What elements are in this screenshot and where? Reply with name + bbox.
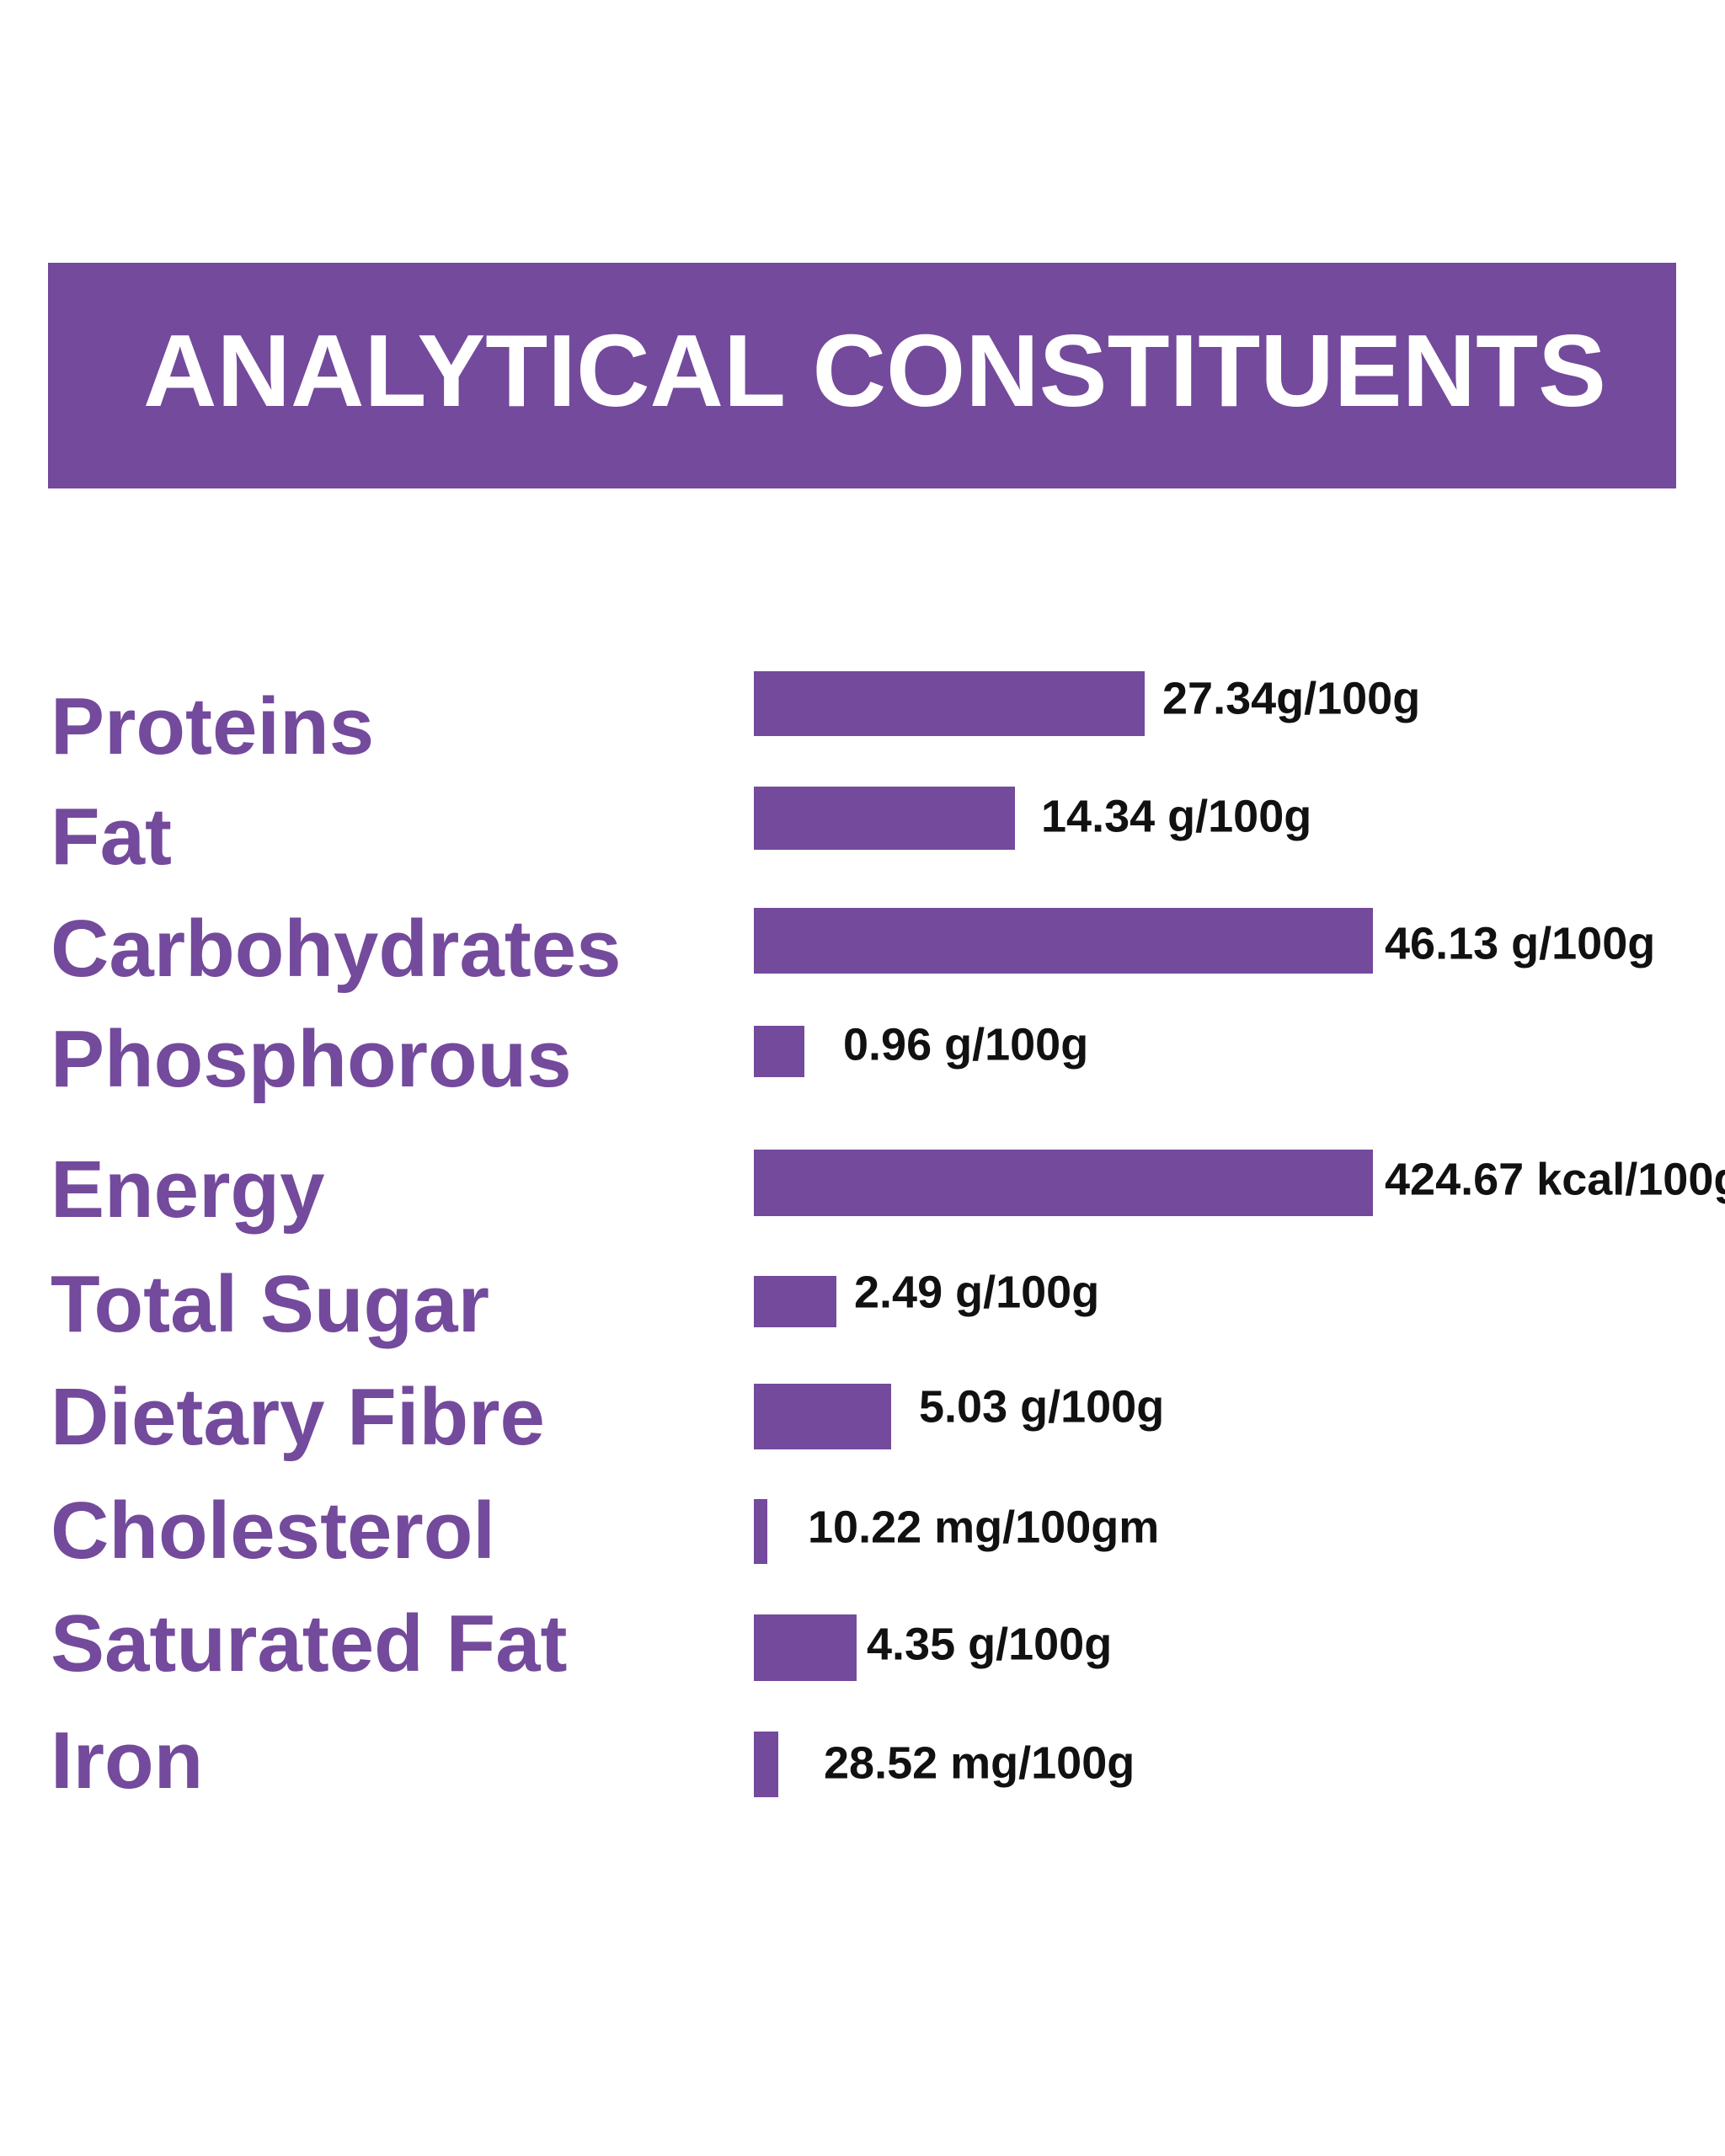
bar bbox=[754, 1732, 778, 1797]
row-label: Fat bbox=[51, 792, 172, 882]
value-label: 424.67 kcal/100g bbox=[1385, 1154, 1725, 1204]
value-label: 46.13 g/100g bbox=[1385, 918, 1655, 969]
value-label: 5.03 g/100g bbox=[919, 1381, 1164, 1432]
row-label: Energy bbox=[51, 1145, 324, 1235]
row-label: Iron bbox=[51, 1716, 203, 1806]
row-label: Carbohydrates bbox=[51, 904, 622, 994]
row-label: Proteins bbox=[51, 681, 374, 771]
row-label: Phosphorous bbox=[51, 1014, 572, 1104]
value-label: 2.49 g/100g bbox=[854, 1267, 1099, 1317]
row-label: Dietary Fibre bbox=[51, 1372, 545, 1462]
bar bbox=[754, 1150, 1373, 1216]
bar bbox=[754, 908, 1373, 974]
bar bbox=[754, 671, 1145, 736]
value-label: 0.96 g/100g bbox=[843, 1019, 1088, 1070]
header-banner bbox=[48, 263, 1676, 488]
row-label: Cholesterol bbox=[51, 1486, 495, 1576]
bar bbox=[754, 1614, 857, 1681]
value-label: 10.22 mg/100gm bbox=[808, 1502, 1159, 1552]
value-label: 28.52 mg/100g bbox=[824, 1737, 1135, 1788]
bar bbox=[754, 1499, 767, 1564]
bar bbox=[754, 1026, 804, 1077]
value-label: 14.34 g/100g bbox=[1041, 791, 1311, 841]
value-label: 4.35 g/100g bbox=[867, 1619, 1112, 1669]
title: ANALYTICAL CONSTITUENTS bbox=[143, 313, 1606, 428]
row-label: Saturated Fat bbox=[51, 1598, 567, 1689]
value-label: 27.34g/100g bbox=[1162, 673, 1420, 723]
bar bbox=[754, 1276, 836, 1327]
bar bbox=[754, 787, 1015, 850]
bar bbox=[754, 1384, 891, 1449]
row-label: Total Sugar bbox=[51, 1259, 489, 1349]
